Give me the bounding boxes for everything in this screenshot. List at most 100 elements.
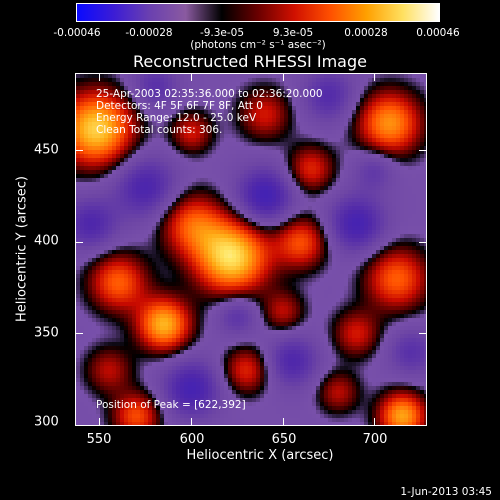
heatmap-cell [92,130,96,134]
heatmap-cell [404,250,408,254]
heatmap-cell [84,290,88,294]
heatmap-cell [284,98,288,102]
heatmap-cell [316,82,320,86]
heatmap-cell [152,298,156,302]
heatmap-cell [200,274,204,278]
heatmap-cell [196,186,200,190]
heatmap-cell [324,190,328,194]
heatmap-cell [348,182,352,186]
heatmap-cell [412,82,416,86]
heatmap-cell [192,186,196,190]
heatmap-cell [76,262,80,266]
heatmap-cell [236,226,240,230]
heatmap-cell [364,254,368,258]
heatmap-cell [292,234,296,238]
heatmap-cell [292,298,296,302]
heatmap-cell [108,106,112,110]
heatmap-cell [116,118,120,122]
heatmap-cell [228,202,232,206]
heatmap-cell [276,142,280,146]
heatmap-cell [232,282,236,286]
heatmap-cell [132,98,136,102]
heatmap-cell [116,254,120,258]
heatmap-cell [352,118,356,122]
heatmap-cell [256,98,260,102]
heatmap-cell [76,250,80,254]
heatmap-cell [272,194,276,198]
heatmap-cell [192,166,196,170]
heatmap-cell [96,178,100,182]
heatmap-cell [420,102,424,106]
heatmap-cell [396,102,400,106]
heatmap-cell [124,146,128,150]
heatmap-cell [212,134,216,138]
heatmap-cell [384,134,388,138]
heatmap-cell [264,282,268,286]
heatmap-cell [208,102,212,106]
heatmap-cell [296,114,300,118]
heatmap-cell [100,162,104,166]
heatmap-cell [320,226,324,230]
heatmap-cell [172,106,176,110]
heatmap-cell [364,178,368,182]
heatmap-cell [296,218,300,222]
heatmap-cell [220,110,224,114]
heatmap-cell [392,214,396,218]
heatmap-cell [236,258,240,262]
heatmap-cell [228,174,232,178]
heatmap-cell [332,210,336,214]
heatmap-cell [408,270,412,274]
heatmap-cell [176,162,180,166]
heatmap-cell [104,254,108,258]
heatmap-cell [188,242,192,246]
heatmap-cell [188,146,192,150]
heatmap-cell [80,222,84,226]
heatmap-cell [360,154,364,158]
heatmap-cell [96,294,100,298]
heatmap-cell [192,278,196,282]
heatmap-cell [184,190,188,194]
heatmap-cell [172,174,176,178]
heatmap-cell [140,222,144,226]
heatmap-cell [284,266,288,270]
heatmap-cell [328,126,332,130]
heatmap-cell [396,222,400,226]
heatmap-cell [224,250,228,254]
heatmap-cell [412,154,416,158]
heatmap-cell [372,226,376,230]
heatmap-cell [240,182,244,186]
heatmap-cell [388,206,392,210]
heatmap-cell [336,154,340,158]
heatmap-cell [208,266,212,270]
heatmap-cell [392,282,396,286]
heatmap-cell [348,118,352,122]
heatmap-cell [324,170,328,174]
heatmap-cell [336,258,340,262]
heatmap-cell [196,282,200,286]
heatmap-cell [140,174,144,178]
heatmap-cell [176,274,180,278]
heatmap-cell [184,150,188,154]
heatmap-cell [132,182,136,186]
heatmap-cell [184,78,188,82]
heatmap-cell [424,218,426,222]
heatmap-cell [104,182,108,186]
heatmap-cell [108,278,112,282]
heatmap-cell [400,118,404,122]
heatmap-cell [164,130,168,134]
heatmap-cell [268,278,272,282]
heatmap-cell [408,158,412,162]
heatmap-cell [320,250,324,254]
heatmap-cell [296,246,300,250]
heatmap-cell [388,78,392,82]
heatmap-cell [104,294,108,298]
heatmap-cell [220,238,224,242]
heatmap-cell [264,158,268,162]
heatmap-cell [376,294,380,298]
heatmap-cell [296,250,300,254]
heatmap-cell [376,142,380,146]
heatmap-cell [296,294,300,298]
heatmap-cell [396,282,400,286]
heatmap-cell [328,134,332,138]
heatmap-cell [124,234,128,238]
